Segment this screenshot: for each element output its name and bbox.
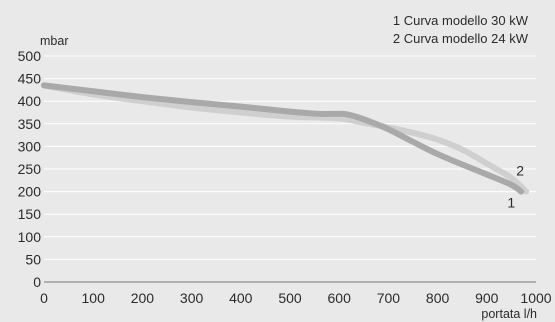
x-tick-label: 0	[40, 290, 48, 306]
x-tick-label: 700	[377, 290, 401, 306]
x-tick-label: 1000	[520, 290, 551, 306]
x-tick-label: 500	[278, 290, 302, 306]
curve-label-1: 1	[507, 195, 515, 211]
y-axis-label: mbar	[40, 34, 68, 48]
x-tick-label: 400	[229, 290, 253, 306]
y-axis-ticks: 0 50 100 150 200 250 300 350 400 450 500	[18, 48, 42, 290]
curve-label-2: 2	[516, 163, 524, 179]
grid-lines	[44, 55, 536, 260]
x-tick-label: 100	[82, 290, 106, 306]
y-tick-label: 500	[18, 48, 42, 64]
y-tick-label: 50	[25, 251, 41, 267]
y-tick-label: 100	[18, 229, 42, 245]
legend-entry-2: 2 Curva modello 24 kW	[392, 31, 528, 46]
legend-entry-1: 1 Curva modello 30 kW	[392, 13, 528, 28]
y-tick-label: 200	[18, 184, 42, 200]
x-tick-label: 900	[475, 290, 499, 306]
x-tick-label: 200	[131, 290, 155, 306]
x-axis-label: portata l/h	[481, 307, 537, 321]
series-line-1	[41, 82, 525, 195]
y-tick-label: 400	[18, 93, 42, 109]
x-axis-ticks: 0 100 200 300 400 500 600 700 800 900 1000	[40, 290, 552, 306]
x-tick-label: 800	[426, 290, 450, 306]
y-tick-label: 300	[18, 138, 42, 154]
data-series: 12	[41, 82, 530, 211]
y-tick-label: 150	[18, 206, 42, 222]
y-tick-label: 250	[18, 161, 42, 177]
x-tick-label: 600	[328, 290, 352, 306]
series-line-2	[41, 82, 530, 195]
x-tick-label: 300	[180, 290, 204, 306]
y-tick-label: 450	[18, 71, 42, 87]
y-tick-label: 0	[33, 274, 41, 290]
y-tick-label: 350	[18, 116, 42, 132]
chart-legend: 1 Curva modello 30 kW 2 Curva modello 24…	[393, 12, 528, 48]
